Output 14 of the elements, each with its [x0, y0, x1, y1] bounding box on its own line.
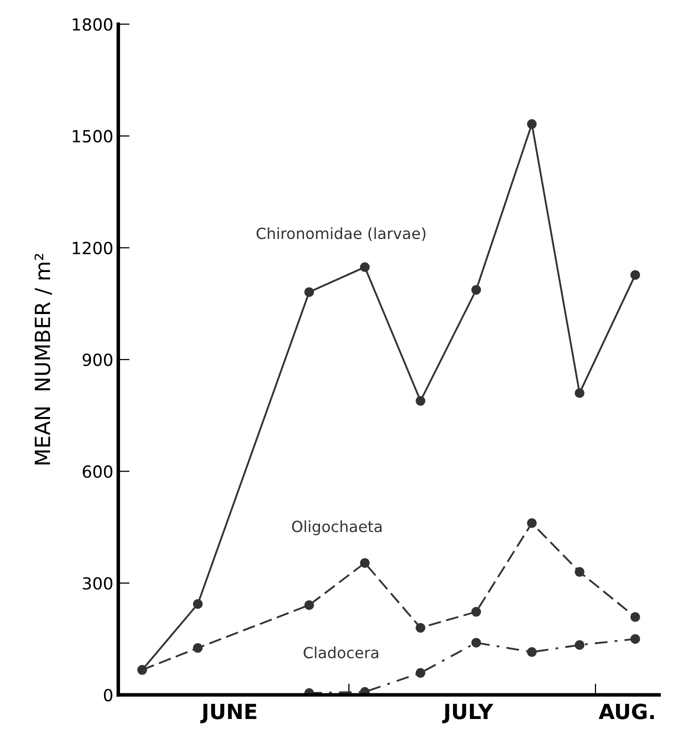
x-tick-label: JUNE [200, 704, 256, 724]
y-tick-label: 600 [82, 465, 112, 478]
y-tick-label: 1800 [72, 18, 112, 31]
series-label: Cladocera [304, 646, 378, 658]
x-tick-label: JULY [442, 704, 494, 724]
y-axis-title: MEAN NUMBER / m² [34, 254, 52, 464]
text: Chironomidae (larvae) [256, 227, 426, 241]
y-tick-label: 1200 [72, 242, 112, 254]
y-tick-label: 0 [104, 688, 112, 702]
y-tick-label: 900 [82, 354, 112, 366]
y-tick-label: 300 [82, 577, 112, 590]
y-tick-label: 1500 [72, 130, 112, 143]
series-label: Oligochaeta [292, 520, 382, 536]
x-tick-label: AUG. [598, 704, 654, 720]
